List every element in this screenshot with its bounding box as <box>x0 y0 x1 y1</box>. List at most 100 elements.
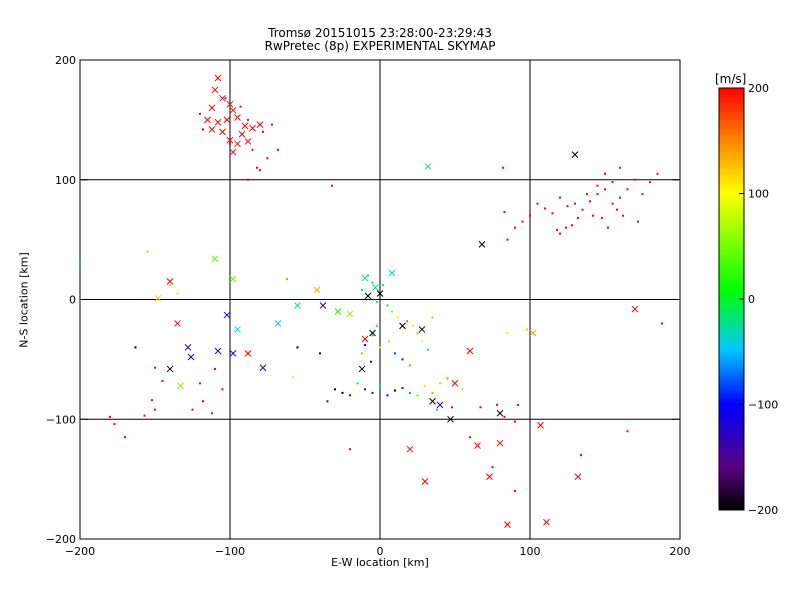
data-point-dot <box>326 400 329 403</box>
data-point-dot <box>292 376 294 379</box>
data-point-x <box>313 286 321 294</box>
data-point-x <box>244 350 252 357</box>
data-point-dot <box>221 388 224 391</box>
data-point-dot <box>619 196 621 199</box>
data-point-dot <box>626 430 629 433</box>
data-point-dot <box>571 224 573 227</box>
data-point-dot <box>439 382 441 385</box>
data-point-x <box>256 121 264 129</box>
data-point-dot <box>604 172 606 175</box>
data-point-dot <box>596 184 599 187</box>
colorbar-tick-label: 100 <box>748 188 769 201</box>
data-point-dot <box>649 181 651 184</box>
data-point-dot <box>382 284 384 287</box>
data-point-dot <box>406 320 408 323</box>
data-point-dot <box>559 196 561 199</box>
data-point-x <box>504 521 511 528</box>
data-point-dot <box>364 344 366 347</box>
data-point-dot <box>401 358 404 361</box>
x-tick-label: −200 <box>65 545 95 558</box>
data-point-dot <box>367 274 369 277</box>
data-point-x <box>436 401 444 409</box>
data-point-x <box>226 136 234 144</box>
data-point-dot <box>394 352 396 355</box>
data-point-dot <box>202 128 204 131</box>
data-point-x <box>238 130 246 138</box>
data-point-dot <box>277 148 279 151</box>
data-point-dot <box>370 360 372 363</box>
data-point-x <box>574 473 582 481</box>
data-point-dot <box>286 278 288 281</box>
data-point-dot <box>416 394 419 397</box>
data-point-dot <box>124 436 126 439</box>
data-point-x <box>229 148 237 156</box>
data-point-x <box>214 347 222 355</box>
data-point-x <box>358 365 366 373</box>
data-point-x <box>364 292 372 300</box>
data-point-dot <box>247 178 249 181</box>
data-point-x <box>241 122 249 130</box>
x-tick-label: 0 <box>377 545 384 558</box>
data-point-x <box>174 320 181 327</box>
data-point-dot <box>109 415 111 418</box>
data-point-x <box>376 290 384 297</box>
data-point-x <box>421 478 429 485</box>
data-point-x <box>369 329 376 337</box>
data-point-dot <box>134 346 137 349</box>
data-point-dot <box>79 262 81 265</box>
data-point-dot <box>379 384 381 387</box>
data-point-x <box>229 350 237 357</box>
data-point-x <box>334 308 342 315</box>
data-point-dot <box>376 300 378 303</box>
data-point-dot <box>506 332 509 335</box>
data-point-dot <box>211 412 213 415</box>
data-point-x <box>424 163 432 170</box>
data-point-dot <box>451 406 453 409</box>
data-point-dot <box>503 211 506 214</box>
data-point-dot <box>619 166 621 169</box>
data-point-x <box>187 353 195 361</box>
data-point-dot <box>161 379 164 382</box>
data-point-x <box>496 439 504 447</box>
data-point-dot <box>349 394 351 397</box>
data-point-dot <box>191 408 194 411</box>
data-point-dot <box>502 166 504 169</box>
data-point-dot <box>577 217 579 220</box>
data-point-dot <box>514 490 516 493</box>
data-point-x <box>223 116 231 124</box>
data-point-dot <box>371 281 374 284</box>
colorbar-tick-label: −100 <box>748 399 778 412</box>
data-point-x <box>274 320 282 327</box>
data-point-dot <box>581 208 584 211</box>
data-point-dot <box>421 340 423 343</box>
data-point-dot <box>559 232 561 235</box>
data-point-x <box>496 409 504 417</box>
data-point-dot <box>634 178 636 181</box>
data-point-x <box>571 151 579 158</box>
data-point-dot <box>626 188 629 191</box>
data-point-dot <box>521 220 524 223</box>
data-point-dot <box>371 334 374 337</box>
data-point-dot <box>202 400 204 403</box>
data-point-dot <box>364 388 366 391</box>
data-point-x <box>529 329 537 337</box>
data-point-x <box>399 322 406 330</box>
data-point-dot <box>401 387 404 390</box>
data-point-dot <box>503 415 506 418</box>
data-point-x <box>214 74 222 82</box>
data-point-dot <box>616 208 618 211</box>
data-point-dot <box>514 226 516 229</box>
data-point-x <box>244 138 252 145</box>
data-point-dot <box>427 348 429 351</box>
data-point-x <box>451 379 459 387</box>
data-point-x <box>447 415 454 423</box>
data-point-dot <box>251 148 254 151</box>
data-point-dot <box>596 193 599 196</box>
data-point-dot <box>146 250 149 253</box>
data-point-dot <box>611 202 614 205</box>
data-point-dot <box>556 229 558 232</box>
data-point-dot <box>436 408 438 411</box>
data-point-dot <box>517 403 519 406</box>
data-point-dot <box>356 382 359 385</box>
